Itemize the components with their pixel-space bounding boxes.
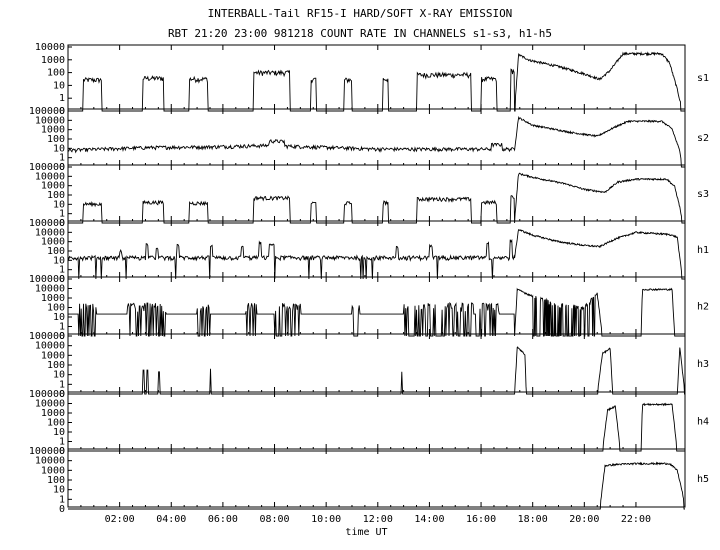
panel-frame-s3: [67, 164, 686, 222]
y-tick-label: 100000: [29, 446, 65, 457]
y-tick-label: 1000: [41, 181, 65, 192]
series-label-h2: h2: [697, 302, 709, 313]
y-tick-label: 10: [53, 143, 65, 154]
panel-frame-h1: [67, 220, 686, 278]
panel-frame-h3: [67, 333, 686, 393]
y-tick-label: 1000: [41, 293, 65, 304]
x-tick-label: 20:00: [569, 514, 599, 525]
y-tick-label: 0: [59, 218, 65, 229]
y-tick-label: 100: [47, 190, 65, 201]
y-tick-label: 1000: [41, 408, 65, 419]
y-tick-label: 1000: [41, 465, 65, 476]
y-tick-label: 100: [47, 134, 65, 145]
series-label-s1: s1: [697, 73, 709, 84]
x-tick-label: 16:00: [466, 514, 496, 525]
y-tick-label: 100: [47, 246, 65, 257]
y-tick-label: 0: [59, 162, 65, 173]
y-tick-label: 1: [59, 265, 65, 276]
y-tick-label: 0: [59, 106, 65, 117]
chart-title: INTERBALL-Tail RF15-I HARD/SOFT X-RAY EM…: [207, 7, 513, 20]
y-tick-label: 1000: [41, 237, 65, 248]
y-tick-label: 100000: [29, 218, 65, 229]
x-tick-label: 14:00: [414, 514, 444, 525]
y-tick-label: 1000: [41, 55, 65, 66]
x-tick-label: 12:00: [363, 514, 393, 525]
y-tick-label: 1: [59, 437, 65, 448]
series-line-s2: [68, 115, 685, 168]
y-tick-label: 100: [47, 360, 65, 371]
series-label-s2: s2: [697, 133, 709, 144]
series-label-h3: h3: [697, 359, 709, 370]
x-axis-label: time UT: [345, 527, 387, 538]
y-tick-label: 10000: [35, 171, 65, 182]
y-tick-label: 100: [47, 418, 65, 429]
x-tick-label: 18:00: [518, 514, 548, 525]
y-tick-label: 1000: [41, 350, 65, 361]
y-tick-label: 10000: [35, 284, 65, 295]
y-tick-label: 1: [59, 494, 65, 505]
panel-frame-h4: [67, 391, 686, 450]
x-tick-label: 22:00: [621, 514, 651, 525]
series-line-h1: [67, 228, 685, 280]
y-tick-label: 0: [59, 331, 65, 342]
y-tick-label: 1: [59, 93, 65, 104]
chart-subtitle: RBT 21:20 23:00 981218 COUNT RATE IN CHA…: [167, 27, 553, 40]
y-tick-label: 100000: [29, 162, 65, 173]
series-line-h3: [68, 346, 685, 395]
y-tick-label: 1000: [41, 125, 65, 136]
y-tick-label: 100000: [29, 106, 65, 117]
panel-frame-h5: [67, 448, 686, 508]
y-tick-label: 10000: [35, 456, 65, 467]
x-tick-label: 02:00: [105, 514, 135, 525]
series-label-s3: s3: [697, 189, 709, 200]
y-tick-label: 0: [59, 446, 65, 457]
x-tick-label: 06:00: [208, 514, 238, 525]
y-tick-label: 10: [53, 255, 65, 266]
y-tick-label: 10: [53, 312, 65, 323]
y-tick-label: 10000: [35, 341, 65, 352]
y-tick-label: 10: [53, 427, 65, 438]
series-line-s1: [68, 51, 685, 112]
y-tick-label: 10000: [35, 42, 65, 53]
y-tick-label: 0: [59, 389, 65, 400]
y-tick-label: 10000: [35, 227, 65, 238]
series-label-h4: h4: [697, 417, 709, 428]
y-tick-label: 10: [53, 80, 65, 91]
series-label-h5: h5: [697, 474, 709, 485]
y-tick-label: 1: [59, 153, 65, 164]
y-tick-label: 0: [59, 274, 65, 285]
y-tick-label: 10000: [35, 399, 65, 410]
y-tick-label: 1: [59, 209, 65, 220]
y-tick-label: 100: [47, 303, 65, 314]
y-tick-label: 10000: [35, 115, 65, 126]
y-tick-label: 100000: [29, 331, 65, 342]
y-tick-label: 10: [53, 485, 65, 496]
y-tick-label: 1: [59, 322, 65, 333]
series-label-h1: h1: [697, 245, 709, 256]
panel-frame-s2: [67, 108, 686, 166]
y-tick-label: 1: [59, 379, 65, 390]
y-tick-label: 10: [53, 370, 65, 381]
x-tick-label: 10:00: [311, 514, 341, 525]
series-line-h2: [68, 287, 685, 337]
y-tick-label: 100: [47, 475, 65, 486]
y-tick-label: 10: [53, 199, 65, 210]
y-tick-label: 0: [59, 504, 65, 515]
series-line-h4: [68, 402, 685, 452]
y-tick-label: 100000: [29, 274, 65, 285]
x-tick-label: 04:00: [156, 514, 186, 525]
series-line-h5: [68, 461, 685, 510]
x-tick-label: 08:00: [259, 514, 289, 525]
series-line-s3: [68, 172, 685, 224]
y-tick-label: 100000: [29, 389, 65, 400]
y-tick-label: 100: [47, 68, 65, 79]
